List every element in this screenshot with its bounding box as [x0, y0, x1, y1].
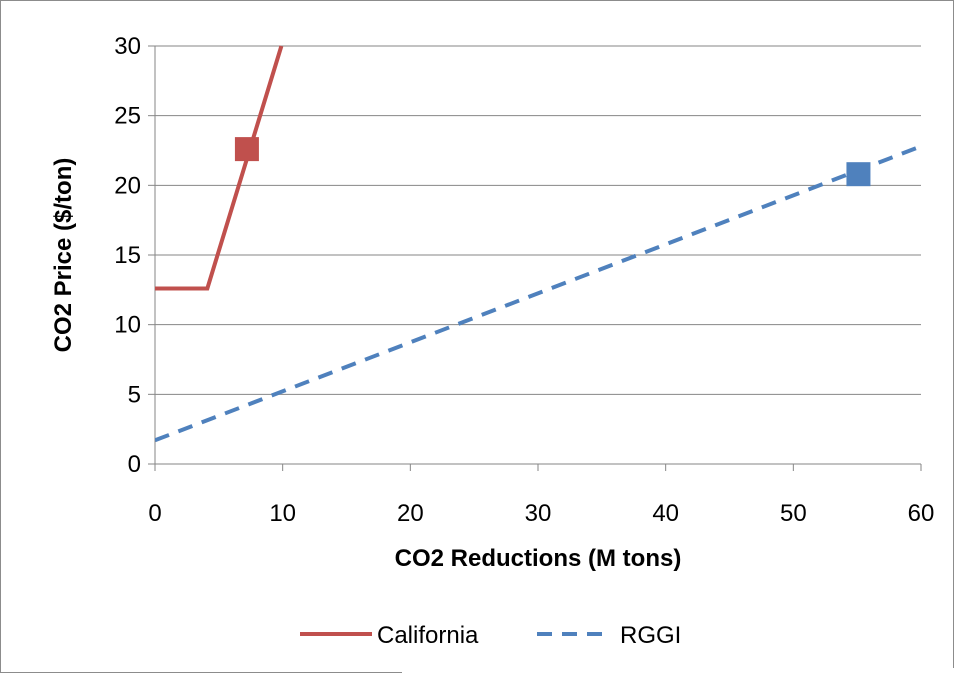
x-tick-label: 30: [525, 500, 552, 527]
marker-california: [234, 137, 259, 162]
series: [155, 45, 922, 443]
y-tick-label: 15: [114, 242, 141, 269]
x-tick-label: 0: [148, 500, 161, 527]
marker-rggi: [846, 162, 871, 187]
x-tick-label: 60: [908, 500, 935, 527]
y-tick-label: 10: [114, 312, 141, 339]
tick-labels: 0 5 10 15 20 25 30 0 10 20 30 40 50 60: [114, 33, 934, 527]
legend-label-california: California: [377, 622, 479, 649]
y-tick-label: 20: [114, 172, 141, 199]
y-tick-label: 0: [128, 451, 141, 478]
gridlines: [155, 45, 921, 395]
axes: [148, 45, 922, 471]
x-tick-label: 50: [780, 500, 807, 527]
y-tick-label: 30: [114, 33, 141, 60]
chart-bottom-mask: [402, 668, 954, 673]
y-axis-title: CO2 Price ($/ton): [50, 158, 77, 353]
x-tick-label: 10: [269, 500, 296, 527]
legend: California RGGI: [300, 622, 681, 649]
y-tick-label: 5: [128, 381, 141, 408]
series-line-california: [155, 45, 284, 291]
x-axis-title: CO2 Reductions (M tons): [395, 545, 682, 572]
y-tick-label: 25: [114, 103, 141, 130]
x-tick-label: 40: [652, 500, 679, 527]
x-tick-label: 20: [397, 500, 424, 527]
legend-label-rggi: RGGI: [620, 622, 681, 649]
series-line-rggi: [155, 144, 922, 443]
